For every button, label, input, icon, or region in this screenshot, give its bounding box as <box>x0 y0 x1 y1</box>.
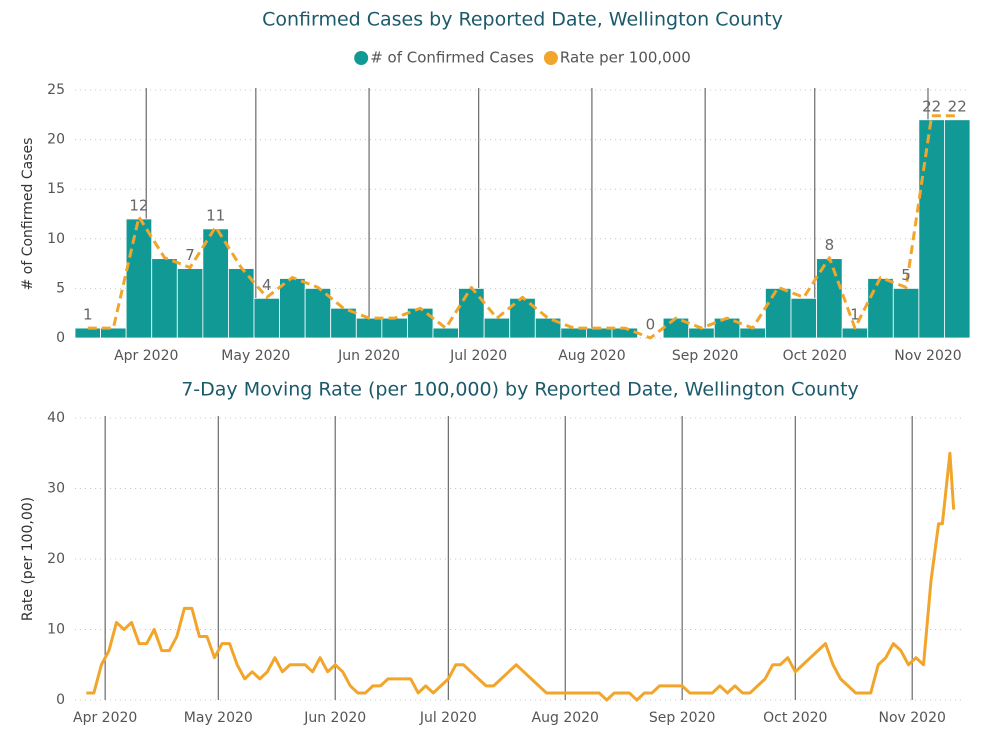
bar <box>151 258 178 339</box>
y-tick-label: 15 <box>47 181 65 197</box>
data-label: 12 <box>129 196 148 214</box>
bar <box>202 228 229 339</box>
data-label: 1 <box>83 306 93 324</box>
y-tick-label: 0 <box>56 330 65 346</box>
chart-title: 7-Day Moving Rate (per 100,000) by Repor… <box>181 379 859 401</box>
bar <box>279 278 306 339</box>
data-label: 7 <box>185 246 195 264</box>
x-tick-label: Jul 2020 <box>449 348 507 364</box>
bar <box>407 307 434 339</box>
bar <box>228 268 255 339</box>
x-tick-label: Oct 2020 <box>783 348 847 364</box>
y-tick-label: 30 <box>47 481 65 497</box>
bar <box>765 287 792 339</box>
bar <box>892 287 920 339</box>
y-tick-label: 10 <box>47 231 65 247</box>
data-label: 5 <box>901 266 911 284</box>
x-tick-label: Apr 2020 <box>114 348 178 364</box>
line <box>86 451 956 702</box>
y-tick-label: 25 <box>47 82 65 98</box>
bar <box>176 268 204 339</box>
y-axis-title: # of Confirmed Cases <box>20 138 36 291</box>
x-tick-label: May 2020 <box>184 710 253 726</box>
x-tick-label: Sep 2020 <box>672 348 738 364</box>
data-label: 22 <box>948 97 967 115</box>
x-tick-label: May 2020 <box>221 348 290 364</box>
legend-marker <box>543 51 558 65</box>
data-label: 22 <box>922 97 941 115</box>
legend-label: # of Confirmed Cases <box>370 49 534 67</box>
chart: Confirmed Cases by Reported Date, Wellin… <box>20 9 971 364</box>
y-axis-title: Rate (per 100,00) <box>20 497 36 621</box>
x-tick-label: Jul 2020 <box>419 710 477 726</box>
line <box>87 114 958 340</box>
bar <box>381 317 408 339</box>
legend-label: Rate per 100,000 <box>560 49 691 67</box>
bar <box>918 119 945 339</box>
data-label: 0 <box>646 316 656 334</box>
data-label: 4 <box>262 276 272 294</box>
bar <box>355 317 383 339</box>
bar <box>790 297 817 339</box>
legend-marker <box>354 51 369 65</box>
x-tick-label: Aug 2020 <box>558 348 625 364</box>
x-tick-label: Sep 2020 <box>649 710 715 726</box>
x-tick-label: Apr 2020 <box>73 710 137 726</box>
bar <box>867 278 894 339</box>
data-label: 8 <box>825 236 835 254</box>
data-label: 1 <box>850 306 860 324</box>
x-tick-label: Oct 2020 <box>763 710 827 726</box>
bar <box>483 317 511 339</box>
y-tick-label: 0 <box>56 692 65 708</box>
bar <box>125 218 153 339</box>
chart: 7-Day Moving Rate (per 100,000) by Repor… <box>20 379 965 726</box>
bar <box>944 119 971 339</box>
y-tick-label: 5 <box>56 280 65 296</box>
chart-title: Confirmed Cases by Reported Date, Wellin… <box>262 9 783 31</box>
y-tick-label: 10 <box>47 622 65 638</box>
bar <box>253 297 280 339</box>
y-tick-label: 20 <box>47 132 65 148</box>
legend: # of Confirmed Cases Rate per 100,000 <box>354 49 691 67</box>
bar <box>330 307 357 339</box>
x-tick-label: Jun 2020 <box>337 348 400 364</box>
bar <box>432 327 459 339</box>
x-tick-label: Nov 2020 <box>879 710 946 726</box>
data-label: 11 <box>206 206 225 224</box>
x-tick-label: Jun 2020 <box>303 710 366 726</box>
x-tick-label: Aug 2020 <box>532 710 599 726</box>
x-tick-label: Nov 2020 <box>894 348 961 364</box>
y-tick-label: 20 <box>47 551 65 567</box>
y-tick-label: 40 <box>47 410 65 426</box>
